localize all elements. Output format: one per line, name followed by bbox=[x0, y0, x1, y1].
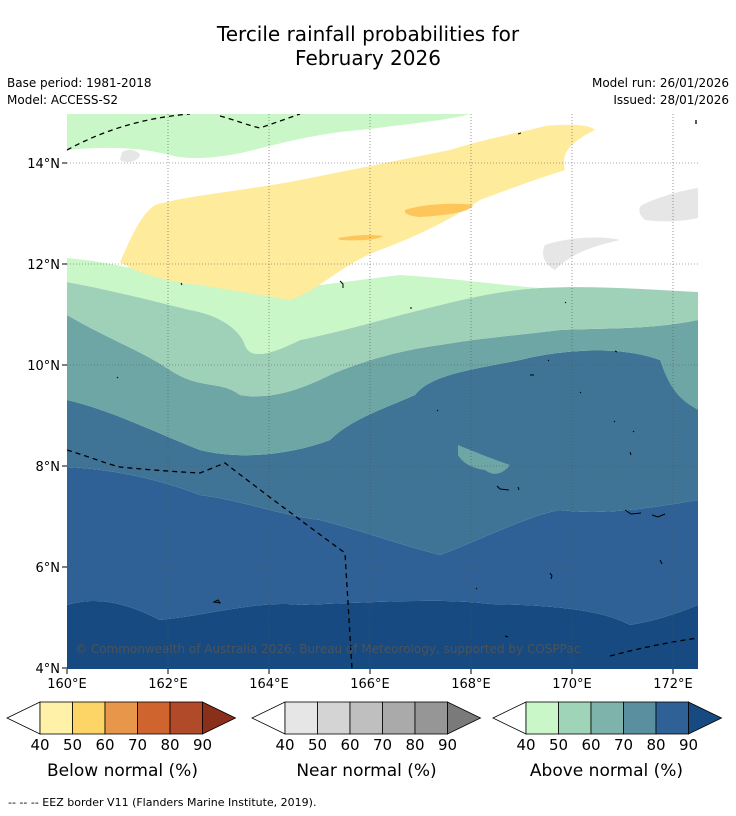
colorbar-tick-label: 70 bbox=[373, 736, 392, 754]
near-normal-label: Near normal (%) bbox=[296, 761, 437, 781]
lat-label: 12°N bbox=[27, 258, 60, 273]
colorbar-tick-label: 50 bbox=[63, 736, 82, 754]
colorbar-tick-label: 40 bbox=[516, 736, 535, 754]
title-line-2: February 2026 bbox=[295, 46, 441, 70]
lon-label: 160°E bbox=[47, 677, 87, 692]
lat-label: 10°N bbox=[27, 359, 60, 374]
colorbar-tick-label: 80 bbox=[646, 736, 665, 754]
lon-labels: 160°E 162°E 164°E 166°E 168°E 170°E 172°… bbox=[47, 677, 693, 692]
lat-label: 8°N bbox=[36, 460, 61, 475]
colorbar-under-triangle bbox=[6, 701, 41, 735]
colorbar-under-triangle bbox=[251, 701, 286, 735]
colorbar-tick-label: 90 bbox=[679, 736, 698, 754]
colorbar-segment bbox=[169, 701, 203, 735]
colorbar-segment bbox=[525, 701, 559, 735]
colorbar-below: 40 50 60 70 80 90 bbox=[6, 701, 237, 754]
colorbar-segment bbox=[137, 701, 171, 735]
model-name: Model: ACCESS-S2 bbox=[7, 93, 119, 107]
below-normal-label: Below normal (%) bbox=[47, 761, 198, 781]
colorbar-over-triangle bbox=[447, 701, 482, 735]
above-60-patch bbox=[458, 445, 510, 474]
below-40-region bbox=[120, 124, 595, 300]
colorbar-near: 40 50 60 70 80 90 bbox=[251, 701, 482, 754]
colorbar-segment bbox=[284, 701, 318, 735]
model-run: Model run: 26/01/2026 bbox=[591, 76, 729, 90]
colorbar-tick-label: 50 bbox=[549, 736, 568, 754]
lon-label: 164°E bbox=[249, 677, 289, 692]
base-period: Base period: 1981-2018 bbox=[7, 76, 152, 90]
below-50-region-a bbox=[404, 203, 473, 217]
above-50-region bbox=[67, 282, 698, 397]
above-90-region bbox=[67, 600, 698, 669]
colorbars: 40 50 60 70 80 90 40 50 60 70 80 90 40 50 60 70 80 90 bbox=[6, 701, 723, 754]
gridlines bbox=[67, 114, 698, 669]
colorbar-above: 40 50 60 70 80 90 bbox=[492, 701, 723, 754]
probability-fields bbox=[67, 114, 698, 669]
colorbar-segment bbox=[39, 701, 73, 735]
eez-footer: -- -- -- EEZ border V11 (Flanders Marine… bbox=[8, 796, 317, 809]
map: 14°N 12°N 10°N 8°N 6°N 4°N 160°E 162°E 1… bbox=[27, 114, 698, 692]
colorbar-tick-label: 60 bbox=[95, 736, 114, 754]
issued-date: Issued: 28/01/2026 bbox=[613, 93, 729, 107]
lon-label: 172°E bbox=[653, 677, 693, 692]
colorbar-segment bbox=[623, 701, 657, 735]
colorbar-tick-label: 90 bbox=[438, 736, 457, 754]
title-line-1: Tercile rainfall probabilities for bbox=[216, 22, 520, 46]
colorbar-segment bbox=[655, 701, 689, 735]
lon-label: 162°E bbox=[148, 677, 188, 692]
colorbar-segment bbox=[104, 701, 138, 735]
colorbar-tick-label: 70 bbox=[128, 736, 147, 754]
colorbar-tick-label: 40 bbox=[30, 736, 49, 754]
above-70-region bbox=[67, 350, 698, 555]
colorbar-over-triangle bbox=[688, 701, 723, 735]
colorbar-tick-label: 90 bbox=[193, 736, 212, 754]
lat-label: 14°N bbox=[27, 157, 60, 172]
lon-label: 168°E bbox=[451, 677, 491, 692]
island-markers bbox=[116, 132, 666, 638]
near-40-region-a bbox=[639, 188, 698, 222]
colorbar-segment bbox=[414, 701, 448, 735]
axis-ticks bbox=[62, 162, 674, 674]
colorbar-segment bbox=[382, 701, 416, 735]
colorbar-tick-label: 60 bbox=[340, 736, 359, 754]
colorbar-tick-label: 70 bbox=[614, 736, 633, 754]
copyright-text: © Commonwealth of Australia 2026, Bureau… bbox=[75, 642, 580, 656]
colorbar-over-triangle bbox=[202, 701, 237, 735]
lon-label: 170°E bbox=[552, 677, 592, 692]
above-80-patch bbox=[387, 517, 440, 536]
above-normal-label: Above normal (%) bbox=[529, 761, 684, 781]
colorbar-under-triangle bbox=[492, 701, 527, 735]
near-40-region-c bbox=[120, 149, 140, 163]
colorbar-tick-label: 80 bbox=[160, 736, 179, 754]
above-80-region bbox=[67, 467, 698, 625]
colorbar-segment bbox=[590, 701, 624, 735]
colorbar-segment bbox=[317, 701, 351, 735]
colorbar-tick-label: 80 bbox=[405, 736, 424, 754]
colorbar-tick-label: 50 bbox=[308, 736, 327, 754]
lat-label: 6°N bbox=[36, 561, 61, 576]
colorbar-tick-label: 40 bbox=[275, 736, 294, 754]
colorbar-segment bbox=[72, 701, 106, 735]
near-40-region-b bbox=[543, 237, 620, 270]
lat-labels: 14°N 12°N 10°N 8°N 6°N 4°N bbox=[27, 157, 60, 677]
colorbar-segment bbox=[558, 701, 592, 735]
below-50-region-b bbox=[338, 234, 383, 241]
lon-label: 166°E bbox=[350, 677, 390, 692]
lat-label: 4°N bbox=[36, 662, 61, 677]
above-60-region bbox=[67, 315, 698, 456]
colorbar-tick-label: 60 bbox=[581, 736, 600, 754]
colorbar-segment bbox=[349, 701, 383, 735]
eez-borders bbox=[67, 114, 698, 669]
